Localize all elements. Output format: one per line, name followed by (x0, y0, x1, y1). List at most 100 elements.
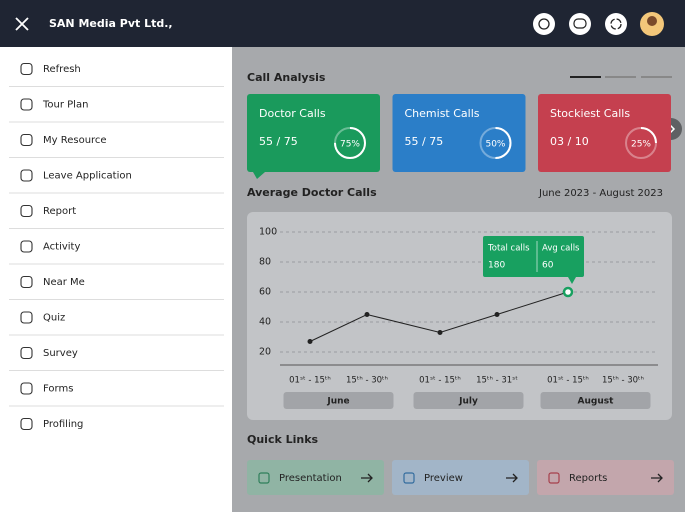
arrow (506, 473, 518, 483)
call-card[interactable] (538, 94, 671, 172)
menu-label: Activity (43, 242, 80, 253)
icon (610, 18, 622, 30)
data-point[interactable] (437, 330, 443, 335)
menu-item[interactable] (9, 123, 224, 157)
group-label: August (578, 397, 615, 407)
menu-icon (20, 169, 33, 182)
menu-icon (20, 382, 33, 395)
menu-label: Leave Application (43, 171, 132, 182)
ring-progress (625, 127, 657, 159)
y-tick-label: 40 (259, 317, 271, 328)
menu-item[interactable] (9, 52, 224, 86)
ring-label: 25% (631, 140, 651, 150)
tooltip-label: Avg calls (542, 244, 580, 254)
group-pill (283, 392, 394, 409)
card-title: Chemist Calls (405, 107, 480, 120)
menu-icon (20, 417, 33, 431)
group-label: June (326, 397, 349, 407)
card-count: 55 / 75 (405, 135, 444, 148)
card-tail (253, 172, 265, 179)
data-point[interactable] (494, 312, 500, 317)
quick-link-icon (258, 472, 270, 484)
quick-link[interactable] (537, 460, 674, 495)
group-label: July (458, 397, 478, 407)
y-tick-label: 60 (259, 287, 271, 298)
menu-item[interactable] (9, 265, 224, 299)
arrow (651, 473, 663, 483)
menu-item[interactable] (9, 336, 224, 370)
section-title: Quick Links (247, 433, 319, 446)
menu-icon (20, 346, 33, 360)
menu-icon (20, 133, 33, 147)
card-count: 55 / 75 (259, 135, 298, 148)
chart-panel (247, 212, 672, 420)
arrow (361, 473, 373, 483)
call-card[interactable] (247, 94, 380, 172)
quick-link-label: Reports (569, 473, 607, 484)
call-card[interactable] (392, 94, 526, 172)
menu-icon (20, 98, 33, 111)
tooltip (483, 236, 584, 277)
group-pill (413, 392, 524, 409)
menu-label: My Resource (43, 135, 107, 146)
menu-label: Near Me (43, 277, 85, 288)
y-tick-label: 20 (259, 347, 271, 358)
ring-progress (479, 127, 512, 159)
x-tick-label: 01ˢᵗ - 15ᵗʰ (419, 376, 461, 386)
menu-label: Refresh (43, 64, 81, 75)
menu-item[interactable] (9, 194, 224, 228)
icon (538, 18, 550, 30)
chart-title: Average Doctor Calls (247, 186, 377, 199)
menu-label: Report (43, 206, 76, 217)
group-pill (540, 392, 651, 409)
menu-item[interactable] (9, 230, 224, 264)
menu-label: Quiz (43, 313, 65, 324)
x-tick-label: 15ᵗʰ - 30ᵗʰ (602, 376, 644, 386)
tooltip-value: 180 (488, 261, 505, 271)
menu-icon (20, 275, 33, 289)
quick-link-icon (403, 472, 415, 484)
ring-progress (334, 127, 366, 159)
tooltip-tail (568, 277, 576, 284)
close-button[interactable] (15, 17, 29, 31)
x-tick-label: 01ˢᵗ - 15ᵗʰ (547, 376, 589, 386)
data-point[interactable] (364, 312, 370, 317)
quick-link-label: Presentation (279, 473, 342, 484)
header-title: SAN Media Pvt Ltd., (49, 17, 173, 30)
sync-button[interactable] (605, 13, 627, 35)
x-tick-label: 01ˢᵗ - 15ᵗʰ (289, 376, 331, 386)
ring-label: 50% (485, 140, 505, 150)
location-button[interactable] (533, 13, 555, 35)
menu-item[interactable] (9, 301, 224, 335)
menu-label: Profiling (43, 419, 83, 430)
chat-button[interactable] (569, 13, 591, 35)
menu-item[interactable] (9, 407, 224, 441)
quick-link-icon (548, 472, 560, 484)
menu-icon (20, 204, 33, 218)
data-point[interactable] (562, 286, 574, 298)
x-tick-label: 15ᵗʰ - 31ˢᵗ (476, 376, 518, 386)
quick-link[interactable] (392, 460, 529, 495)
drawer (0, 47, 232, 512)
tooltip-value: 60 (542, 261, 554, 271)
menu-icon (20, 62, 33, 76)
avatar-face (647, 16, 657, 26)
card-title: Stockiest Calls (550, 107, 630, 120)
chart-subtitle: June 2023 - August 2023 (538, 188, 663, 199)
menu-label: Tour Plan (42, 100, 88, 111)
menu-label: Forms (43, 384, 73, 395)
section-title: Call Analysis (247, 71, 326, 84)
tooltip-label: Total calls (487, 244, 530, 254)
data-point[interactable] (307, 339, 313, 344)
menu-label: Survey (43, 348, 78, 359)
menu-item[interactable] (9, 88, 224, 122)
icon (573, 18, 587, 29)
card-count: 03 / 10 (550, 135, 589, 148)
y-tick-label: 80 (259, 257, 271, 268)
y-tick-label: 100 (259, 227, 277, 238)
quick-link-label: Preview (424, 473, 463, 484)
quick-link[interactable] (247, 460, 384, 495)
menu-item[interactable] (9, 372, 224, 406)
card-title: Doctor Calls (259, 107, 326, 120)
